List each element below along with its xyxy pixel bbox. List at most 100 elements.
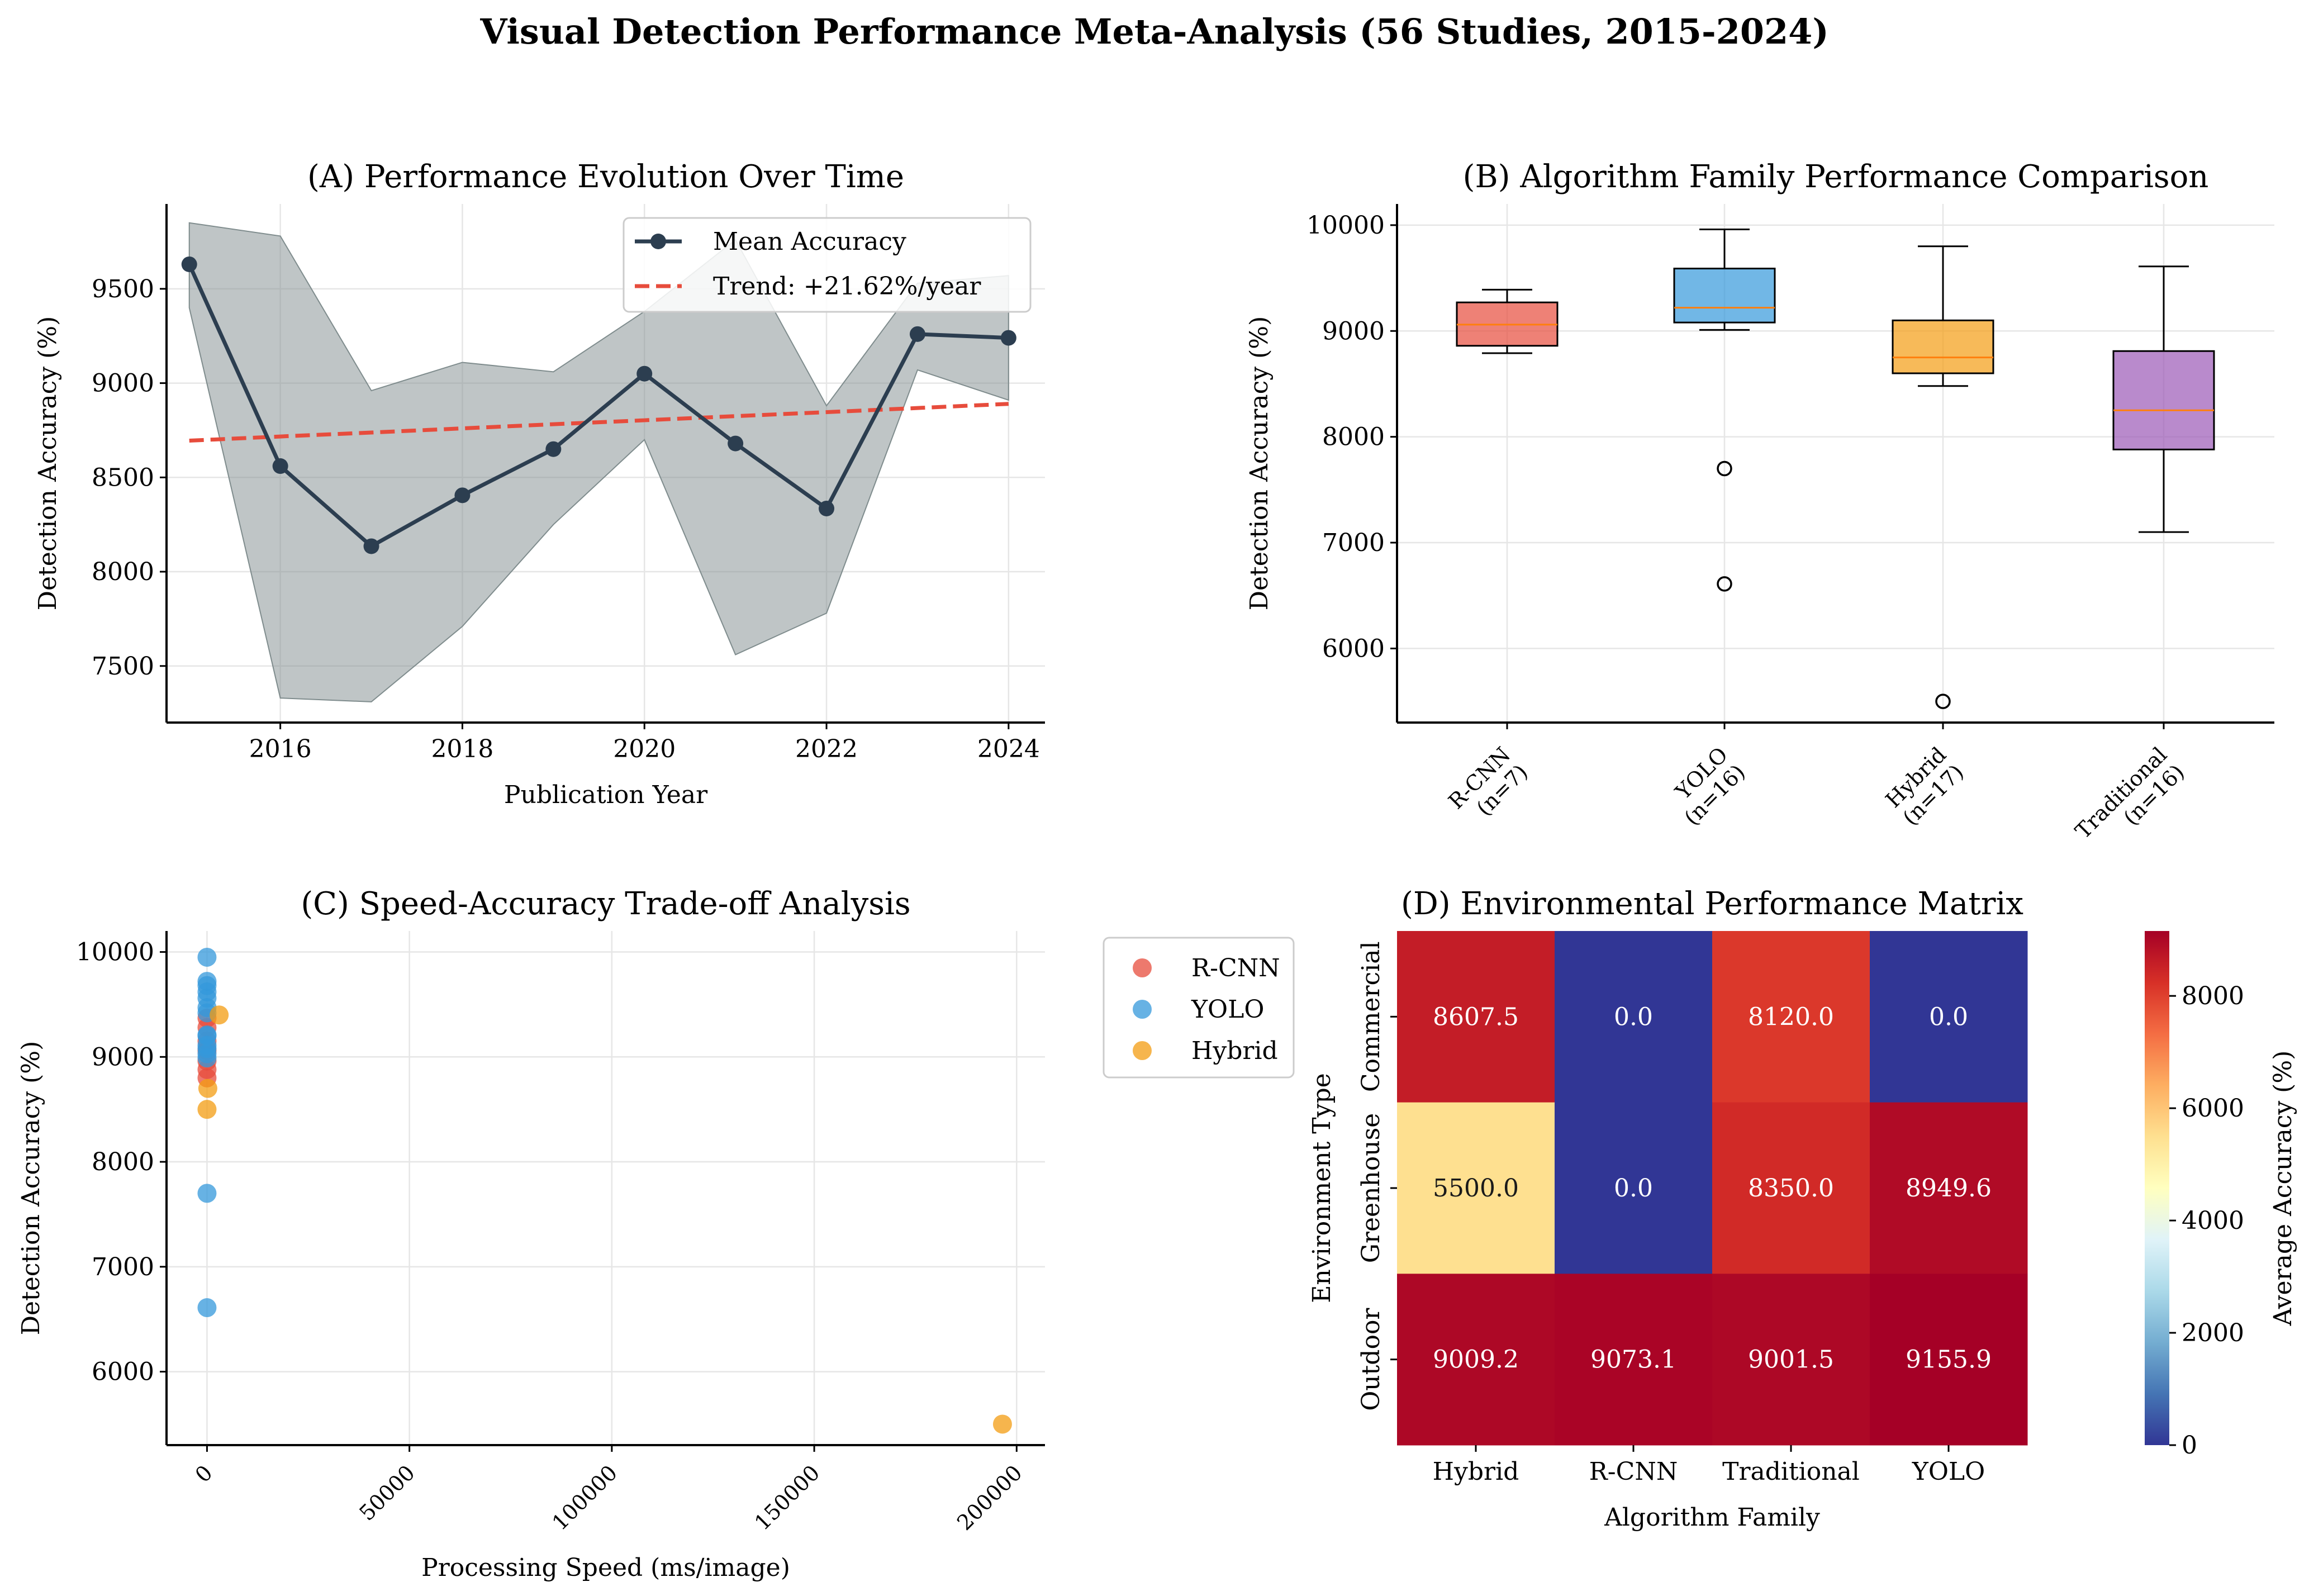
heatmap-cell — [1870, 931, 2028, 1103]
x-tick-label: Traditional(n=16) — [2070, 742, 2189, 861]
y-tick-label: 10000 — [76, 938, 154, 967]
heatmap-value: 0.0 — [1929, 1003, 1968, 1031]
legend-marker — [1133, 1000, 1152, 1019]
heatmap-value: 9001.5 — [1748, 1346, 1834, 1374]
panel-performance-evolution: 2016 2018 2020 2022 2024 7500 8000 8500 9000 9500… — [34, 159, 1045, 809]
mean-accuracy-point — [636, 365, 653, 382]
y-tick-label: 10000 — [1306, 211, 1385, 240]
panel-title: (B) Algorithm Family Performance Compari… — [1463, 159, 2209, 195]
y-tick-label: 9000 — [92, 1043, 154, 1071]
confidence-band — [188, 222, 1009, 702]
legend-label: Hybrid — [1191, 1037, 1278, 1065]
mean-accuracy-point — [363, 538, 379, 554]
legend-label: Mean Accuracy — [713, 227, 906, 256]
heatmap-cell — [1555, 1102, 1713, 1274]
x-tick-label: R-CNN — [1589, 1457, 1678, 1486]
x-tick-label: 2016 — [249, 735, 312, 763]
box-traditional — [2112, 265, 2215, 533]
legend-frame — [623, 217, 1032, 313]
series-yolo — [197, 947, 217, 1318]
x-axis-label: Processing Speed (ms/image) — [421, 1554, 790, 1582]
box-hybrid — [1892, 245, 1994, 709]
y-tick-label: Commercial — [1357, 941, 1385, 1092]
scatter-point — [197, 947, 217, 967]
y-tick-label: Outdoor — [1357, 1308, 1385, 1411]
y-tick-label: 7000 — [1322, 529, 1385, 557]
legend-marker — [1133, 1041, 1152, 1060]
heatmap-cell — [1712, 1102, 1870, 1274]
legend-label: YOLO — [1191, 995, 1264, 1024]
heatmap-cell — [1870, 1102, 2028, 1274]
mean-accuracy-point — [819, 500, 835, 516]
heatmap-cell — [1397, 1274, 1555, 1446]
y-tick-label: 8500 — [92, 463, 154, 492]
heatmap-value: 8949.6 — [1906, 1174, 1992, 1203]
colorbar-tick-label: 0 — [2182, 1431, 2197, 1460]
legend: Mean Accuracy Trend: +21.62%/year — [623, 217, 1032, 313]
x-tick-label: 200000 — [952, 1460, 1027, 1535]
x-tick-label: YOLO — [1912, 1457, 1985, 1486]
y-axis-label: Detection Accuracy (%) — [1245, 316, 1274, 611]
y-tick-label: 9000 — [1322, 317, 1385, 345]
legend-marker-mean — [650, 234, 666, 249]
x-tick-label: 2020 — [613, 735, 676, 763]
y-axis-label: Environment Type — [1308, 1073, 1336, 1303]
mean-accuracy-point — [272, 458, 288, 474]
x-tick-label: 150000 — [750, 1460, 825, 1535]
heatmap-value: 8120.0 — [1748, 1003, 1834, 1031]
box-yolo — [1673, 228, 1776, 592]
trend-line — [189, 402, 1009, 443]
x-tick-label: Hybrid(n=17) — [1880, 742, 1968, 830]
x-tick-label: 0 — [191, 1460, 217, 1487]
y-tick-label: 7500 — [92, 652, 154, 681]
mean-accuracy-point — [1000, 330, 1016, 346]
panel-title: (A) Performance Evolution Over Time — [307, 159, 904, 195]
scatter-point — [210, 1005, 229, 1025]
scatter-point — [197, 1100, 217, 1119]
panel-speed-accuracy: 0 50000 100000 150000 200000 6000 7000 8000 9000… — [17, 886, 1295, 1582]
y-tick-label: 6000 — [92, 1358, 154, 1386]
box-iqr — [2112, 350, 2215, 450]
panel-environment-matrix: 8607.5 0.0 8120.0 0.0 5500.0 0.0 8350.0 8949.6 9… — [1308, 886, 2297, 1532]
heatmap-cell — [1397, 931, 1555, 1103]
heatmap-value: 9073.1 — [1590, 1346, 1676, 1374]
x-tick-label: 2022 — [795, 735, 858, 763]
heatmap-value: 9155.9 — [1906, 1346, 1992, 1374]
y-axis-label: Detection Accuracy (%) — [34, 316, 62, 611]
x-tick-label: YOLO(n=16) — [1662, 742, 1750, 830]
box-outlier — [1717, 576, 1732, 592]
mean-accuracy-point — [454, 487, 471, 504]
y-tick-label: 8000 — [92, 1148, 154, 1176]
heatmap-value: 0.0 — [1614, 1174, 1653, 1203]
x-tick-label: 2024 — [977, 735, 1040, 763]
legend-frame — [1103, 937, 1295, 1079]
box-outlier — [1717, 460, 1732, 477]
y-tick-label: 9000 — [92, 369, 154, 398]
box-iqr — [1892, 319, 1994, 374]
box-iqr — [1673, 268, 1776, 324]
heatmap-value: 0.0 — [1614, 1003, 1653, 1031]
heatmap-value: 8607.5 — [1433, 1003, 1519, 1031]
mean-accuracy-point — [545, 441, 562, 457]
x-axis-label: Algorithm Family — [1604, 1503, 1820, 1532]
heatmap-value: 9009.2 — [1433, 1346, 1519, 1374]
panel-title: (C) Speed-Accuracy Trade-off Analysis — [301, 886, 910, 922]
panel-title: (D) Environmental Performance Matrix — [1401, 886, 2023, 922]
colorbar-tick-label: 4000 — [2182, 1206, 2244, 1235]
y-tick-label: 8000 — [1322, 423, 1385, 452]
series-hybrid — [197, 1005, 1012, 1434]
heatmap-cell — [1555, 1274, 1713, 1446]
box-outlier — [1935, 694, 1951, 709]
x-tick-label: R-CNN(n=7) — [1443, 742, 1532, 831]
legend-label: Trend: +21.62%/year — [713, 272, 981, 301]
box-r-cnn — [1456, 288, 1559, 354]
x-tick-label: 100000 — [548, 1460, 623, 1535]
colorbar-tick-label: 2000 — [2182, 1319, 2244, 1347]
mean-accuracy-point — [909, 326, 925, 342]
mean-accuracy-line — [187, 263, 1009, 549]
heatmap-cell — [1870, 1274, 2028, 1446]
x-tick-label: 2018 — [431, 735, 493, 763]
colorbar — [2145, 931, 2169, 1445]
figure-title: Visual Detection Performance Meta-Analys… — [479, 11, 1828, 52]
